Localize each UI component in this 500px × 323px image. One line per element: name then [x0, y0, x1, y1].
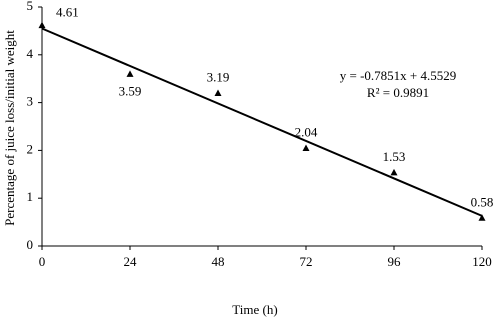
y-tick-label: 0 — [27, 237, 34, 252]
x-tick-label: 24 — [124, 254, 138, 269]
y-axis-title: Percentage of juice loss/initial weight — [2, 30, 17, 226]
x-tick-label: 48 — [212, 254, 225, 269]
data-label: 3.19 — [207, 70, 230, 85]
y-tick-label: 1 — [27, 189, 34, 204]
data-point — [478, 214, 486, 221]
data-point — [126, 70, 134, 77]
y-tick-label: 3 — [27, 94, 34, 109]
x-tick-label: 96 — [388, 254, 402, 269]
data-label: 2.04 — [295, 124, 318, 139]
data-label: 4.61 — [56, 5, 79, 20]
y-tick-label: 4 — [27, 46, 34, 61]
equation: y = -0.7851x + 4.5529 — [340, 68, 457, 83]
x-tick-label: 0 — [39, 254, 46, 269]
y-tick-label: 2 — [27, 141, 34, 156]
data-point — [390, 168, 398, 176]
y-tick-label: 5 — [27, 0, 34, 13]
x-tick-label: 120 — [472, 254, 492, 269]
data-point — [38, 21, 46, 29]
data-label: 3.59 — [119, 83, 142, 98]
x-axis-title: Time (h) — [232, 302, 277, 317]
data-label: 0.58 — [471, 194, 494, 209]
data-label: 1.53 — [383, 149, 406, 164]
r-squared: R² = 0.9891 — [367, 85, 429, 100]
x-tick-label: 72 — [300, 254, 313, 269]
data-point — [302, 144, 310, 151]
data-point — [214, 89, 222, 97]
trendline — [41, 27, 483, 217]
